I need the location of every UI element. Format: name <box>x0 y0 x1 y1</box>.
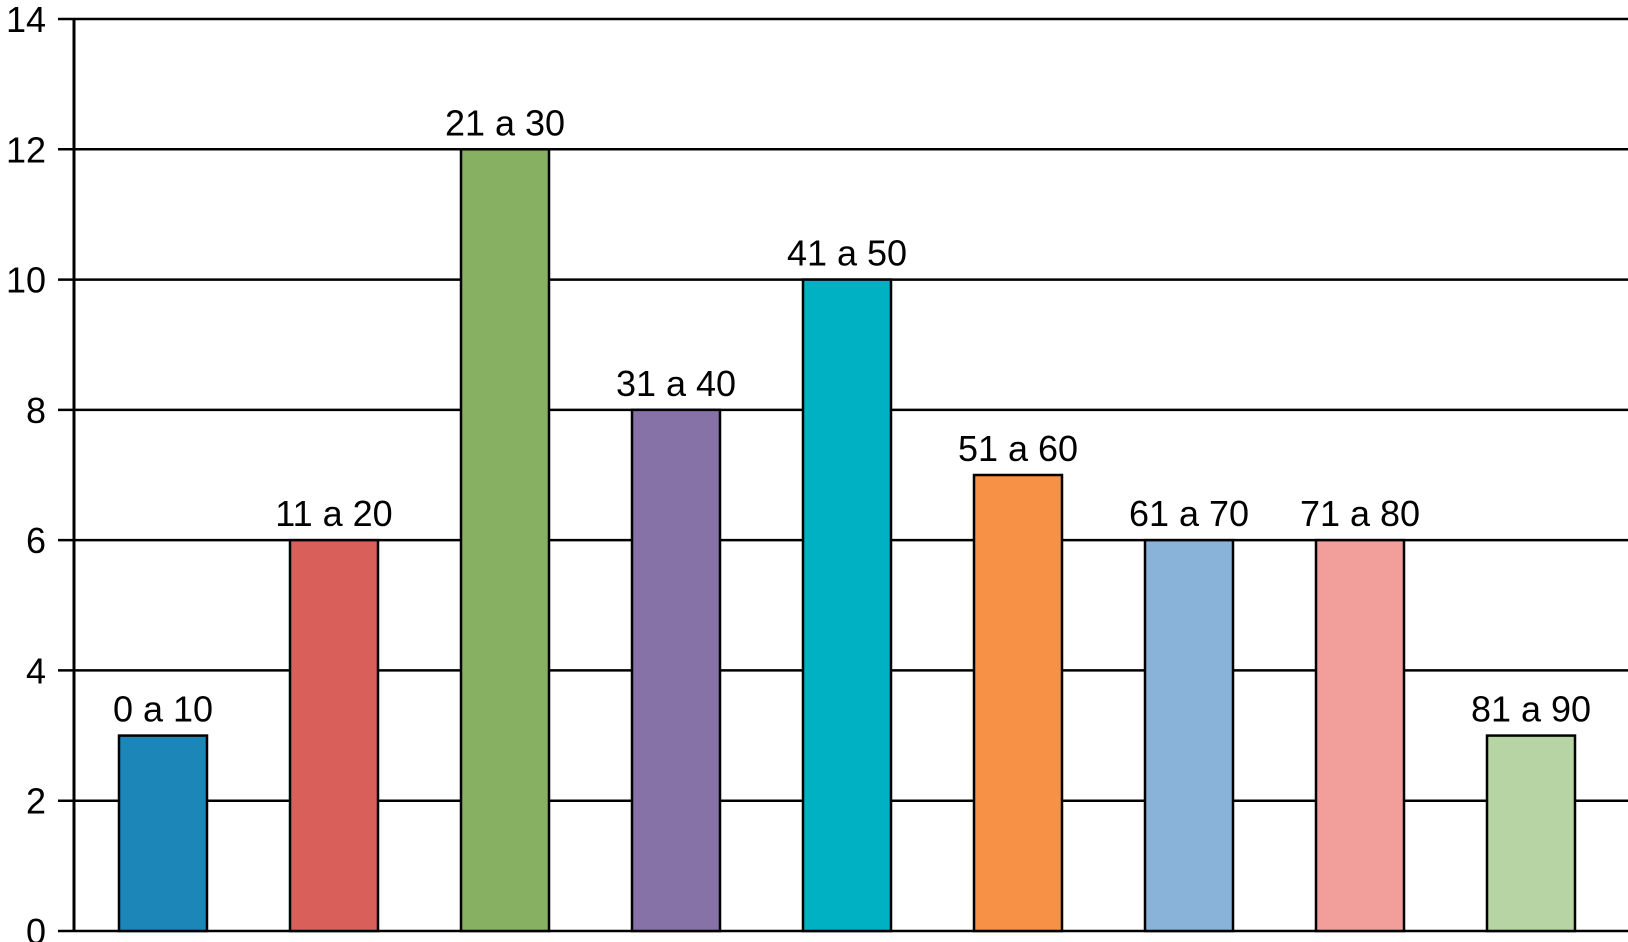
y-axis-tick-labels: 0 2 4 6 8 10 12 14 <box>6 0 46 942</box>
bar-label: 71 a 80 <box>1300 493 1420 534</box>
y-tick-label: 6 <box>26 520 46 561</box>
bar-11-a-20 <box>288 538 380 933</box>
bar-71-a-80 <box>1314 538 1406 933</box>
bar-labels: 0 a 10 11 a 20 21 a 30 31 a 40 41 a 50 51 a 6… <box>113 102 1591 729</box>
bar-81-a-90 <box>1485 734 1577 933</box>
bar-label: 61 a 70 <box>1129 493 1249 534</box>
y-tick-label: 2 <box>26 781 46 822</box>
bar-label: 0 a 10 <box>113 689 213 730</box>
y-tick-label: 10 <box>6 260 46 301</box>
bar-0-a-10 <box>117 734 209 933</box>
y-tick-label: 0 <box>26 911 46 942</box>
y-tick-label: 14 <box>6 0 46 40</box>
bar-label: 21 a 30 <box>445 102 565 143</box>
bar-label: 31 a 40 <box>616 363 736 404</box>
bar-label: 11 a 20 <box>275 493 392 534</box>
y-tick-label: 4 <box>26 650 46 691</box>
bar-41-a-50 <box>801 278 893 933</box>
bar-31-a-40 <box>630 408 722 933</box>
bar-61-a-70 <box>1143 538 1235 933</box>
bars <box>117 148 1577 933</box>
bar-label: 51 a 60 <box>958 428 1078 469</box>
bar-label: 41 a 50 <box>787 233 907 274</box>
y-tick-label: 8 <box>26 390 46 431</box>
bar-21-a-30 <box>459 148 551 933</box>
bar-51-a-60 <box>972 473 1064 933</box>
bar-label: 81 a 90 <box>1471 689 1591 730</box>
y-tick-label: 12 <box>6 129 46 170</box>
